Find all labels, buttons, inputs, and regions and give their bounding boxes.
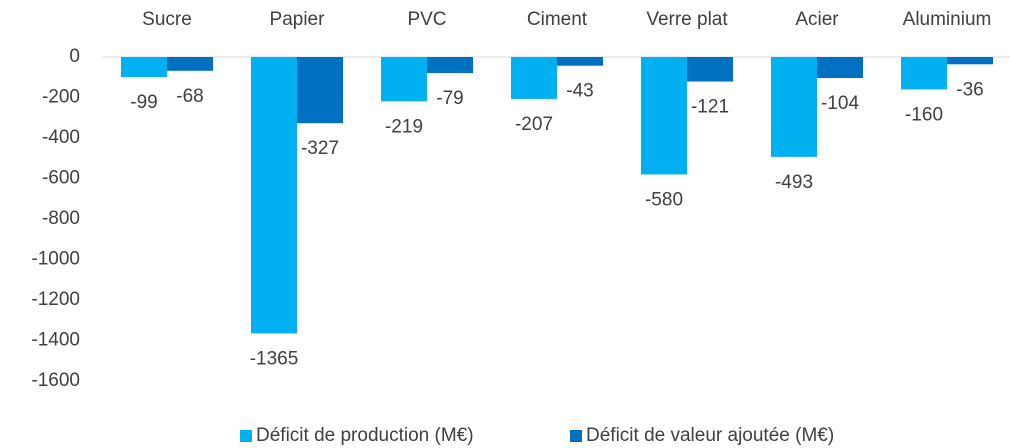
- legend-swatch: [570, 430, 582, 442]
- bar: [947, 57, 993, 65]
- bar: [381, 57, 427, 102]
- y-tick-label: -1600: [31, 370, 80, 391]
- data-label: -99: [130, 92, 157, 113]
- x-tick-label: Sucre: [142, 9, 192, 30]
- bar: [557, 57, 603, 66]
- x-tick-label: Papier: [270, 9, 326, 30]
- x-tick-label: Acier: [795, 9, 839, 30]
- bar: [511, 57, 557, 99]
- bar: [817, 57, 863, 79]
- bar: [641, 57, 687, 175]
- bar: [427, 57, 473, 73]
- bar: [901, 57, 947, 90]
- data-label: -327: [301, 138, 339, 159]
- bar: [687, 57, 733, 82]
- data-label: -36: [956, 79, 983, 100]
- y-tick-label: -800: [42, 208, 80, 229]
- y-tick-label: -600: [42, 168, 80, 189]
- y-tick-label: -1400: [31, 330, 80, 351]
- data-label: -207: [515, 114, 553, 135]
- legend-label: Déficit de production (M€): [256, 425, 474, 446]
- data-label: -121: [691, 97, 729, 118]
- data-label: -219: [385, 116, 423, 137]
- data-label: -79: [436, 88, 463, 109]
- x-tick-label: PVC: [407, 9, 446, 30]
- bar: [297, 57, 343, 124]
- data-label: -493: [775, 172, 813, 193]
- y-tick-label: -400: [42, 127, 80, 148]
- y-tick-label: 0: [69, 46, 80, 67]
- bar: [121, 57, 167, 78]
- data-label: -104: [821, 93, 859, 114]
- bar: [251, 57, 297, 334]
- bar: [167, 57, 213, 71]
- data-label: -68: [176, 86, 203, 107]
- x-tick-label: Ciment: [527, 9, 588, 30]
- data-label: -580: [645, 189, 683, 210]
- legend-label: Déficit de valeur ajoutée (M€): [586, 425, 834, 446]
- data-label: -43: [566, 81, 593, 102]
- data-label: -1365: [250, 348, 299, 369]
- x-tick-label: Verre plat: [646, 9, 728, 30]
- y-tick-label: -1000: [31, 249, 80, 270]
- y-tick-label: -200: [42, 87, 80, 108]
- data-label: -160: [905, 104, 943, 125]
- y-tick-label: -1200: [31, 289, 80, 310]
- legend-swatch: [240, 430, 252, 442]
- x-tick-label: Aluminium: [903, 9, 992, 30]
- bar: [771, 57, 817, 157]
